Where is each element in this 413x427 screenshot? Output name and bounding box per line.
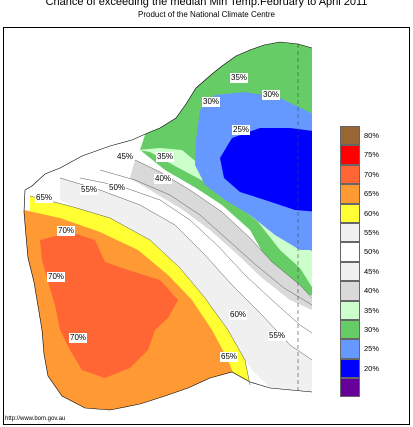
legend-label: 45% [364, 266, 380, 276]
coastline [23, 41, 313, 411]
band-20-blue [220, 128, 312, 212]
label-50-w: 50% [108, 183, 127, 193]
legend-swatch [340, 358, 360, 379]
band-40-grey [130, 160, 312, 310]
map-subtitle: Product of the National Climate Centre [138, 10, 275, 19]
legend-item [340, 378, 360, 398]
legend-label: 25% [364, 344, 380, 354]
legend-swatch [340, 203, 360, 223]
label-70-w: 70% [57, 226, 76, 236]
label-70-sw: 70% [47, 272, 66, 282]
label-55-w: 55% [80, 185, 99, 195]
legend-swatch [340, 300, 360, 320]
legend-label: 55% [364, 227, 380, 237]
legend-item: 55% [340, 222, 379, 243]
legend-item: 50% [340, 242, 379, 262]
label-65-w: 65% [35, 193, 54, 203]
legend-label: 70% [364, 169, 380, 179]
legend-swatch [340, 164, 360, 185]
legend-item: 20% [340, 358, 379, 379]
label-55-e: 55% [268, 331, 287, 341]
legend-item: 80% [340, 126, 379, 146]
legend-swatch [340, 242, 360, 262]
legend-item: 30% [340, 319, 379, 340]
legend: 80% 75% 70% 65% 60% 55% 50% 45% 40% 35% 30% 25% 20% [340, 126, 379, 398]
legend-label: 50% [364, 247, 380, 257]
legend-swatch [340, 184, 360, 204]
legend-label: 20% [364, 363, 380, 373]
label-60-e: 60% [229, 310, 248, 320]
legend-swatch [340, 319, 360, 340]
legend-label: 75% [364, 150, 380, 160]
legend-swatch [340, 281, 360, 301]
legend-label: 30% [364, 324, 380, 334]
label-25: 25% [232, 125, 251, 135]
label-30-ne: 30% [262, 90, 281, 100]
label-35-ne: 35% [230, 73, 249, 83]
legend-item: 70% [340, 164, 379, 185]
legend-item: 65% [340, 184, 379, 204]
legend-swatch [340, 378, 360, 398]
map-frame [3, 27, 410, 425]
legend-item: 25% [340, 339, 379, 359]
label-40: 40% [154, 174, 173, 184]
legend-swatch [340, 261, 360, 282]
label-70-s: 70% [69, 333, 88, 343]
map-title: Chance of exceeding the median Min Temp.… [45, 0, 368, 8]
legend-label: 60% [364, 208, 380, 218]
legend-item: 45% [340, 261, 379, 282]
legend-swatch [340, 339, 360, 359]
label-35-mid: 35% [156, 152, 175, 162]
legend-swatch [340, 222, 360, 243]
label-65-s: 65% [220, 352, 239, 362]
legend-item: 35% [340, 300, 379, 320]
legend-item: 75% [340, 145, 379, 165]
legend-item: 40% [340, 281, 379, 301]
band-55-grey [60, 178, 312, 392]
legend-label: 40% [364, 286, 380, 296]
legend-label: 80% [364, 131, 380, 140]
legend-item: 60% [340, 203, 379, 223]
legend-swatch [340, 126, 360, 146]
legend-label: 65% [364, 189, 380, 199]
legend-swatch [340, 145, 360, 165]
legend-label: 35% [364, 305, 380, 315]
label-30-nw: 30% [202, 97, 221, 107]
source-credit: http://www.bom.gov.au [5, 416, 66, 422]
label-45: 45% [116, 152, 135, 162]
